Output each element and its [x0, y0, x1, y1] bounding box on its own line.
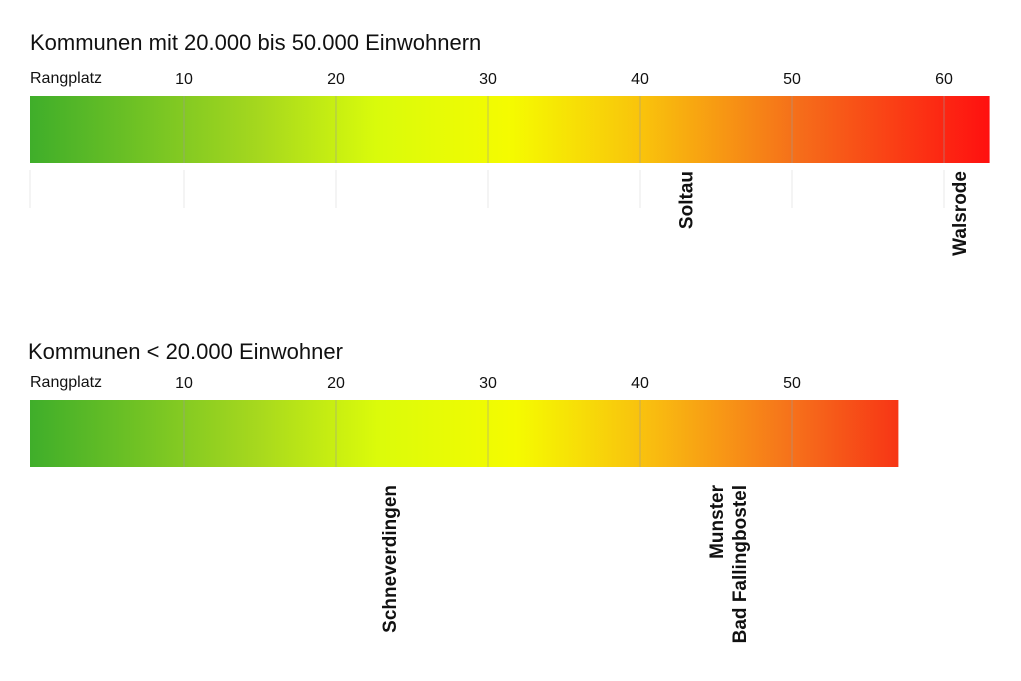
rank-chart-panel-1: Kommunen mit 20.000 bis 50.000 Einwohner…: [29, 30, 990, 256]
commune-label: Schneverdingen: [380, 485, 401, 633]
chart-title: Kommunen < 20.000 Einwohner: [28, 339, 343, 364]
tick-label: 60: [935, 71, 953, 88]
axis-label: Rangplatz: [30, 70, 102, 87]
tick-label: 50: [783, 71, 801, 88]
tick-label: 20: [327, 375, 345, 392]
tick-label: 20: [327, 71, 345, 88]
chart-title: Kommunen mit 20.000 bis 50.000 Einwohner…: [30, 30, 481, 55]
commune-label: Munster: [707, 484, 728, 559]
rank-gradient-bar: [30, 400, 899, 467]
rank-gradient-bar: [30, 96, 990, 163]
tick-label: 30: [479, 375, 497, 392]
commune-label: Soltau: [677, 171, 698, 229]
tick-label: 40: [631, 71, 649, 88]
tick-label: 30: [479, 71, 497, 88]
tick-label: 10: [175, 375, 193, 392]
tick-label: 40: [631, 375, 649, 392]
tick-label: 10: [175, 71, 193, 88]
tick-label: 50: [783, 375, 801, 392]
commune-label: Bad Fallingbostel: [730, 485, 751, 643]
rank-chart-panel-2: Kommunen < 20.000 Einwohner Rangplatz 10 20…: [28, 339, 899, 643]
axis-label: Rangplatz: [30, 374, 102, 391]
commune-label: Walsrode: [950, 171, 971, 256]
